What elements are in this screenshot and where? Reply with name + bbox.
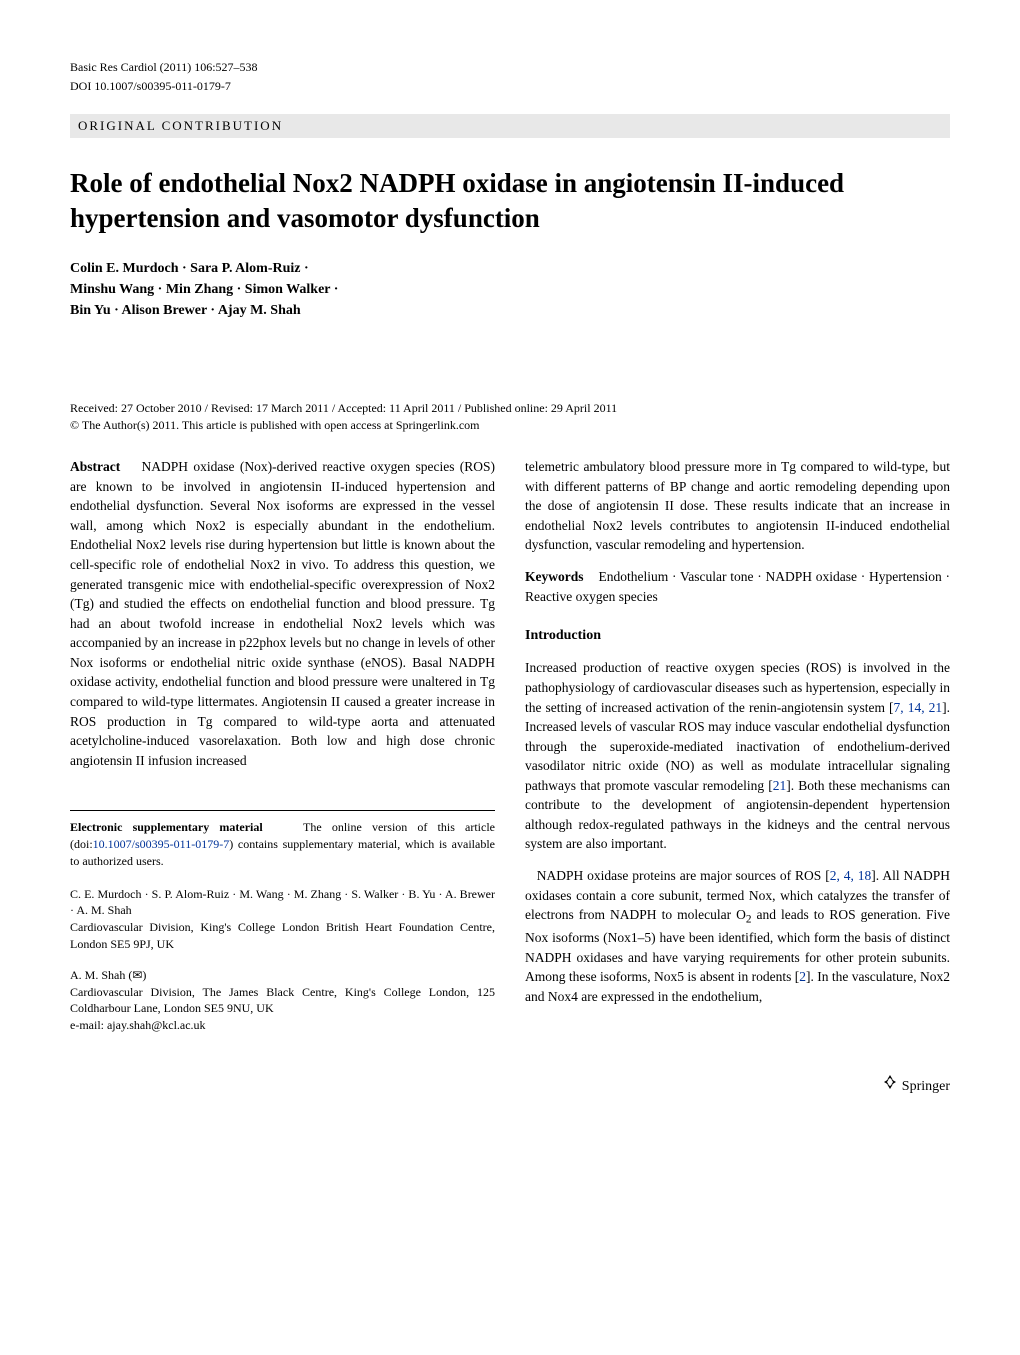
citation-ref[interactable]: 2 <box>799 969 806 984</box>
introduction-heading: Introduction <box>525 626 950 646</box>
authors-line-1: Colin E. Murdoch · Sara P. Alom-Ruiz · <box>70 258 950 279</box>
corr-email: e-mail: ajay.shah@kcl.ac.uk <box>70 1017 495 1034</box>
intro-p2-a: NADPH oxidase proteins are major sources… <box>537 868 830 883</box>
abstract-paragraph: Abstract NADPH oxidase (Nox)-derived rea… <box>70 457 495 770</box>
springer-icon <box>882 1074 898 1090</box>
citation-ref[interactable]: 7, 14, 21 <box>894 700 943 715</box>
intro-p1-a: Increased production of reactive oxygen … <box>525 660 950 714</box>
intro-paragraph-1: Increased production of reactive oxygen … <box>525 658 950 854</box>
copyright-line: © The Author(s) 2011. This article is pu… <box>70 418 950 433</box>
keywords-paragraph: Keywords Endothelium · Vascular tone · N… <box>525 567 950 606</box>
supplementary-material: Electronic supplementary material The on… <box>70 819 495 869</box>
journal-header: Basic Res Cardiol (2011) 106:527–538 DOI… <box>70 60 950 94</box>
two-column-layout: Abstract NADPH oxidase (Nox)-derived rea… <box>70 457 950 1034</box>
intro-paragraph-2: NADPH oxidase proteins are major sources… <box>525 866 950 1006</box>
affil1-text: Cardiovascular Division, King's College … <box>70 919 495 953</box>
springer-logo: Springer <box>882 1074 950 1095</box>
divider-line <box>70 810 495 811</box>
abstract-continuation: telemetric ambulatory blood pressure mor… <box>525 457 950 555</box>
corr-affil: Cardiovascular Division, The James Black… <box>70 984 495 1018</box>
abstract-body-left: NADPH oxidase (Nox)-derived reactive oxy… <box>70 459 495 767</box>
springer-text: Springer <box>902 1079 950 1094</box>
authors-line-2: Minshu Wang · Min Zhang · Simon Walker · <box>70 279 950 300</box>
keywords-label: Keywords <box>525 569 584 584</box>
supp-label: Electronic supplementary material <box>70 820 263 834</box>
corr-name: A. M. Shah (✉) <box>70 967 495 984</box>
corresponding-author: A. M. Shah (✉) Cardiovascular Division, … <box>70 967 495 1034</box>
affiliation-block-1: C. E. Murdoch · S. P. Alom-Ruiz · M. Wan… <box>70 886 495 953</box>
article-title: Role of endothelial Nox2 NADPH oxidase i… <box>70 166 950 236</box>
article-dates: Received: 27 October 2010 / Revised: 17 … <box>70 401 950 416</box>
citation-ref[interactable]: 21 <box>773 778 787 793</box>
right-column: telemetric ambulatory blood pressure mor… <box>525 457 950 1034</box>
page-footer: Springer <box>70 1074 950 1095</box>
section-label: ORIGINAL CONTRIBUTION <box>70 114 950 138</box>
authors-line-3: Bin Yu · Alison Brewer · Ajay M. Shah <box>70 300 950 321</box>
abstract-label: Abstract <box>70 459 120 474</box>
left-column: Abstract NADPH oxidase (Nox)-derived rea… <box>70 457 495 1034</box>
citation-ref[interactable]: 2, 4, 18 <box>830 868 872 883</box>
author-list: Colin E. Murdoch · Sara P. Alom-Ruiz · M… <box>70 258 950 321</box>
journal-citation: Basic Res Cardiol (2011) 106:527–538 <box>70 60 950 75</box>
supp-doi-link[interactable]: 10.1007/s00395-011-0179-7 <box>93 837 230 851</box>
affil1-authors: C. E. Murdoch · S. P. Alom-Ruiz · M. Wan… <box>70 886 495 920</box>
doi-line: DOI 10.1007/s00395-011-0179-7 <box>70 79 950 94</box>
